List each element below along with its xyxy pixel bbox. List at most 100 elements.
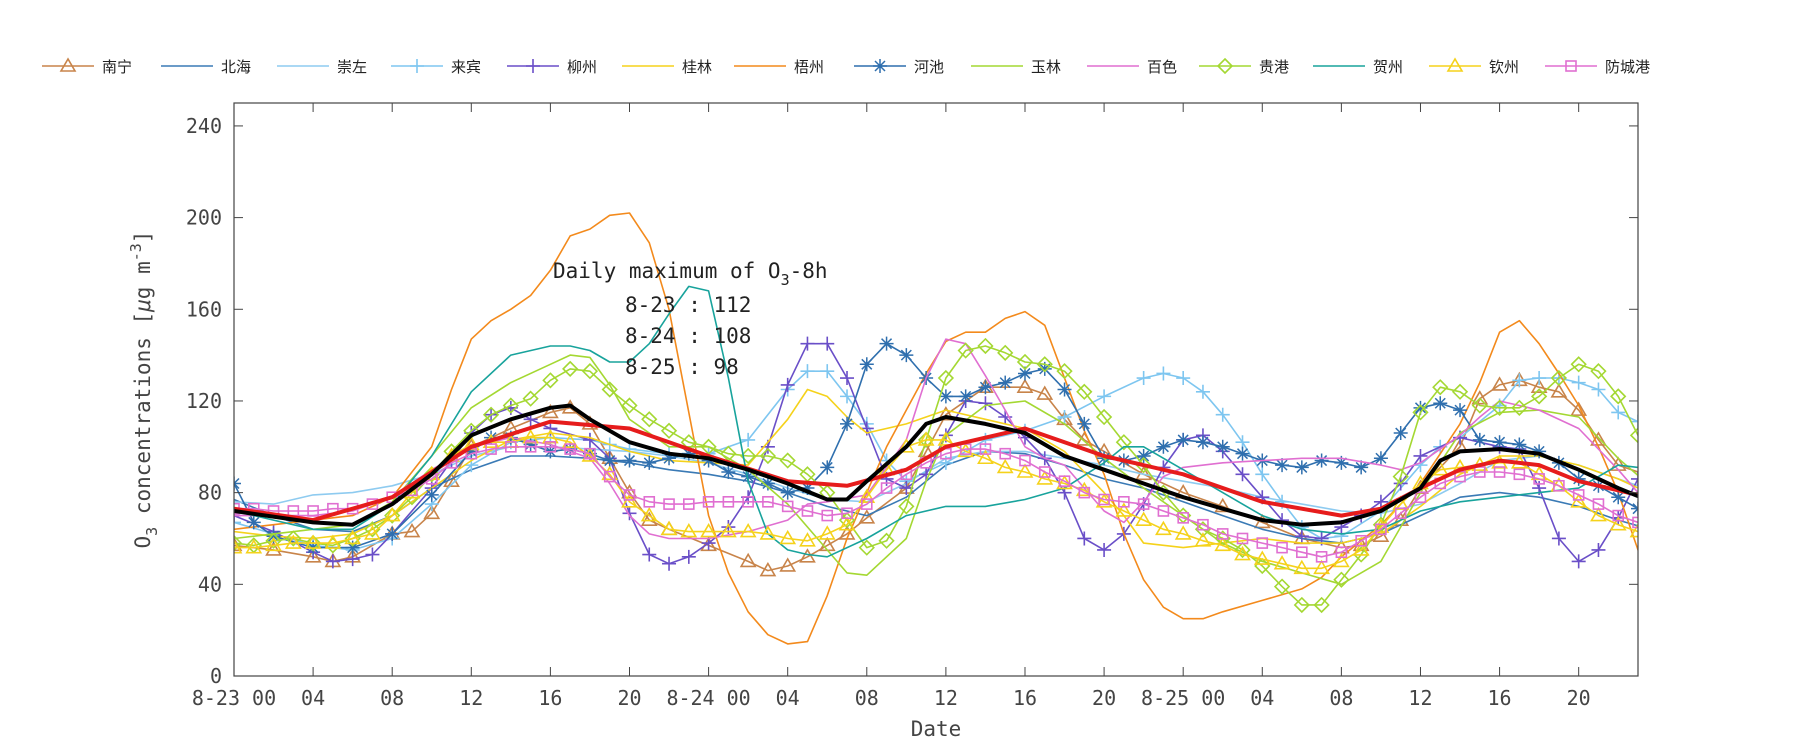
data-point <box>1673 529 1683 539</box>
data-point <box>1433 396 1448 411</box>
data-point <box>1314 453 1329 468</box>
data-point <box>1512 437 1527 452</box>
data-point <box>266 529 281 544</box>
data-point <box>1352 541 1370 556</box>
data-point <box>523 437 538 452</box>
data-point <box>1156 439 1171 454</box>
annotation-title-sub: 3 <box>781 271 790 289</box>
data-point <box>1570 493 1588 508</box>
data-point <box>1195 384 1210 399</box>
data-point <box>641 411 658 428</box>
x-tick-label: 12 <box>459 686 483 710</box>
data-point <box>344 530 361 547</box>
series-layer <box>234 212 1800 645</box>
legend-item: 北海 <box>161 58 251 76</box>
data-point <box>1313 596 1330 614</box>
data-point <box>1551 531 1566 546</box>
data-point <box>1493 466 1506 478</box>
data-point <box>1571 375 1586 390</box>
data-point <box>1690 463 1704 475</box>
data-point <box>741 432 756 447</box>
data-point <box>1632 516 1638 529</box>
data-point <box>719 523 737 538</box>
data-point <box>1392 468 1409 485</box>
legend-item: 贵港 <box>1199 57 1289 76</box>
data-point <box>1671 490 1685 504</box>
data-point <box>623 489 636 501</box>
data-point <box>1789 509 1800 521</box>
data-point <box>977 449 994 465</box>
data-point <box>1038 466 1051 478</box>
data-point <box>1315 551 1328 563</box>
legend-swatch-marker <box>526 59 540 73</box>
x-tick-label: 12 <box>1408 686 1432 710</box>
data-point <box>524 440 537 453</box>
x-tick-label: 8-25 00 <box>1141 686 1225 710</box>
data-point <box>1058 475 1071 487</box>
data-point <box>602 453 617 468</box>
data-point <box>978 380 993 395</box>
data-point <box>1769 527 1783 541</box>
data-point <box>1273 578 1291 595</box>
data-point <box>1215 439 1230 454</box>
data-point <box>917 431 935 449</box>
data-point <box>234 536 243 552</box>
data-point <box>1651 463 1665 477</box>
data-point <box>858 539 875 556</box>
data-point <box>701 453 716 468</box>
data-point <box>1612 509 1625 522</box>
data-point <box>820 336 835 351</box>
data-point <box>858 488 876 504</box>
legend-swatch-marker <box>873 59 887 73</box>
data-point <box>1333 571 1350 588</box>
data-point <box>1215 407 1230 422</box>
legend: 南宁 北海 崇左 来宾 柳州 桂林 梧州 河池 玉林 百色 贵港 贺州 钦州 防城港 <box>42 57 1650 76</box>
data-point <box>640 506 658 522</box>
data-point <box>660 520 678 536</box>
data-point <box>780 377 795 392</box>
data-point <box>1571 471 1586 486</box>
data-point <box>1730 486 1744 500</box>
data-point <box>999 447 1012 460</box>
data-point <box>1375 523 1387 536</box>
data-point <box>838 516 856 531</box>
data-point <box>1789 600 1800 614</box>
data-point <box>1730 504 1744 518</box>
data-point <box>1671 405 1685 419</box>
data-point <box>739 523 757 538</box>
data-point <box>1293 559 1311 575</box>
legend-label: 梧州 <box>794 58 824 76</box>
data-point <box>1115 502 1133 517</box>
data-point <box>1255 467 1270 482</box>
data-point <box>1036 470 1054 485</box>
data-point <box>759 525 777 540</box>
data-point <box>1332 552 1350 568</box>
series-贺州 <box>234 285 1638 558</box>
data-point <box>1077 416 1092 431</box>
data-point <box>1273 555 1291 570</box>
data-point <box>937 406 955 421</box>
data-point <box>662 556 677 571</box>
series-line-15 <box>234 403 1638 527</box>
series-钦州 <box>234 429 1638 575</box>
data-point <box>1414 491 1427 504</box>
data-point <box>1512 373 1527 388</box>
legend-swatch-marker <box>410 59 424 73</box>
data-point <box>1313 559 1330 575</box>
data-point <box>544 440 557 453</box>
data-point <box>324 534 342 549</box>
series-line-14 <box>234 419 1638 523</box>
data-point <box>662 451 677 466</box>
legend-item: 桂林 <box>622 58 712 76</box>
y-tick-label: 40 <box>198 572 222 596</box>
data-point <box>542 372 559 389</box>
legend-label: 南宁 <box>102 58 132 76</box>
data-point <box>265 536 282 552</box>
series-line <box>234 345 1638 606</box>
data-point <box>801 505 814 517</box>
data-point <box>978 396 993 411</box>
data-point <box>1631 414 1638 429</box>
data-point <box>1177 512 1189 524</box>
data-point <box>1492 435 1507 450</box>
data-point <box>1732 536 1742 546</box>
